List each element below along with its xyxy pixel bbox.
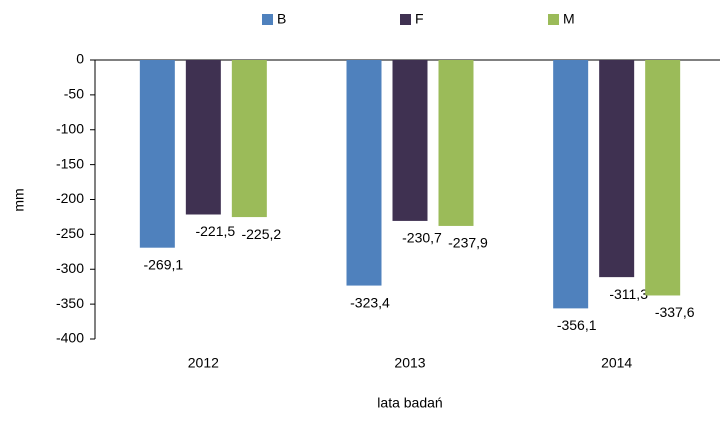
value-label: -221,5 (195, 223, 235, 239)
y-axis-title: mm (11, 188, 27, 211)
legend-label: B (277, 11, 286, 27)
y-tick-label: 0 (76, 51, 84, 67)
y-tick-label: -400 (56, 330, 84, 346)
legend-label: M (563, 11, 575, 27)
x-tick-label: 2012 (188, 355, 219, 371)
x-axis-title: lata badań (377, 395, 442, 411)
bar (231, 60, 267, 218)
value-label: -337,6 (655, 304, 695, 320)
bar (599, 60, 635, 278)
value-label: -311,3 (609, 286, 648, 302)
bar (438, 60, 474, 226)
value-label: -356,1 (557, 317, 597, 333)
y-tick-label: -250 (56, 225, 84, 241)
y-tick-label: -150 (56, 155, 84, 171)
value-label: -225,2 (241, 226, 281, 242)
legend-swatch (400, 14, 411, 25)
legend-label: F (415, 11, 424, 27)
bar (645, 60, 681, 296)
y-tick-label: -300 (56, 260, 84, 276)
bar (553, 60, 589, 309)
bar (139, 60, 175, 248)
y-tick-label: -350 (56, 295, 84, 311)
bar (346, 60, 382, 286)
x-tick-label: 2013 (394, 355, 425, 371)
value-label: -269,1 (143, 256, 183, 272)
y-tick-label: -50 (64, 86, 84, 102)
value-label: -230,7 (402, 230, 442, 246)
value-label: -323,4 (350, 294, 390, 310)
bar (392, 60, 428, 221)
x-tick-label: 2014 (601, 355, 632, 371)
value-label: -237,9 (448, 235, 488, 251)
y-tick-label: -200 (56, 190, 84, 206)
bar (185, 60, 221, 215)
legend-swatch (548, 14, 559, 25)
legend-swatch (262, 14, 273, 25)
y-tick-label: -100 (56, 120, 84, 136)
